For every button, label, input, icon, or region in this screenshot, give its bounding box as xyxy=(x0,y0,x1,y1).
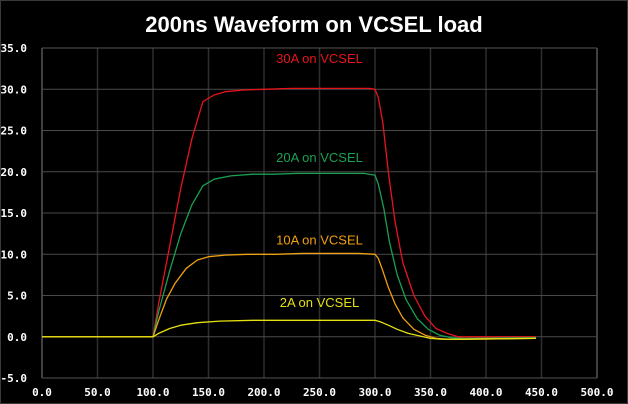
y-tick-label: 25.0 xyxy=(1,125,28,138)
x-tick-label: 50.0 xyxy=(84,386,111,399)
series-label: 10A on VCSEL xyxy=(276,232,363,247)
y-tick-label: 15.0 xyxy=(1,207,28,220)
x-tick-label: 250.0 xyxy=(303,386,336,399)
series-label: 2A on VCSEL xyxy=(280,295,360,310)
x-tick-label: 100.0 xyxy=(136,386,169,399)
chart-title: 200ns Waveform on VCSEL load xyxy=(145,12,483,37)
x-axis-ticks: 0.0 50.0 100.0 150.0 200.0 250.0 300.0 350.0 400… xyxy=(32,386,614,399)
y-tick-label: 10.0 xyxy=(1,248,28,261)
y-tick-label: 20.0 xyxy=(1,166,28,179)
y-tick-label: 30.0 xyxy=(1,83,28,96)
x-tick-label: 400.0 xyxy=(469,386,502,399)
series-label: 30A on VCSEL xyxy=(276,51,363,66)
y-tick-label: -5.0 xyxy=(1,372,28,385)
series-line xyxy=(42,87,536,338)
x-tick-label: 0.0 xyxy=(32,386,52,399)
series-line xyxy=(42,319,537,340)
grid xyxy=(41,47,598,379)
series-group xyxy=(42,87,537,340)
x-tick-label: 150.0 xyxy=(192,386,225,399)
x-tick-label: 350.0 xyxy=(414,386,447,399)
x-tick-label: 200.0 xyxy=(247,386,280,399)
series-line xyxy=(42,252,537,340)
y-axis-ticks: 35.0 30.0 25.0 20.0 15.0 10.0 5.0 0.0 -5.0 xyxy=(1,42,28,385)
series-line xyxy=(42,172,537,340)
y-tick-label: 35.0 xyxy=(1,42,28,55)
x-tick-label: 300.0 xyxy=(358,386,391,399)
x-tick-label: 450.0 xyxy=(525,386,558,399)
y-tick-label: 0.0 xyxy=(7,331,27,344)
series-label: 20A on VCSEL xyxy=(276,150,363,165)
x-tick-label: 500.0 xyxy=(580,386,613,399)
series-labels: 30A on VCSEL 20A on VCSEL 10A on VCSEL 2A o… xyxy=(276,51,363,310)
y-tick-label: 5.0 xyxy=(7,290,27,303)
